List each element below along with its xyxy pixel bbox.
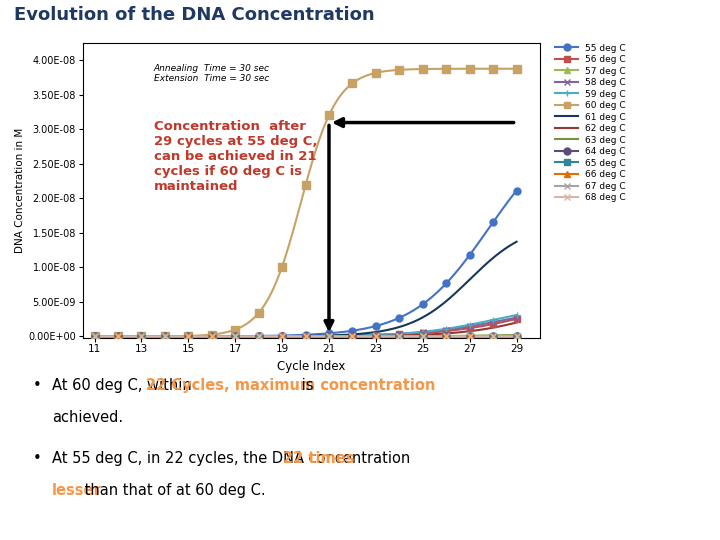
Text: Annealing  Time = 30 sec
Extension  Time = 30 sec: Annealing Time = 30 sec Extension Time =… xyxy=(153,64,270,83)
Legend: 55 deg C, 56 deg C, 57 deg C, 58 deg C, 59 deg C, 60 deg C, 61 deg C, 62 deg C, : 55 deg C, 56 deg C, 57 deg C, 58 deg C, … xyxy=(554,42,628,204)
Text: achieved.: achieved. xyxy=(52,410,123,426)
Text: At 60 deg C, within: At 60 deg C, within xyxy=(52,378,197,393)
Text: than that of at 60 deg C.: than that of at 60 deg C. xyxy=(80,483,266,498)
Text: At 55 deg C, in 22 cycles, the DNA concentration: At 55 deg C, in 22 cycles, the DNA conce… xyxy=(52,451,415,466)
Text: lesser: lesser xyxy=(52,483,102,498)
Text: •: • xyxy=(32,451,41,466)
Text: Evolution of the DNA Concentration: Evolution of the DNA Concentration xyxy=(14,6,375,24)
Text: •: • xyxy=(32,378,41,393)
Y-axis label: DNA Concentration in M: DNA Concentration in M xyxy=(15,128,25,253)
Text: Concentration  after
29 cycles at 55 deg C,
can be achieved in 21
cycles if 60 d: Concentration after 29 cycles at 55 deg … xyxy=(153,120,318,193)
Text: is: is xyxy=(297,378,314,393)
Text: 22 times: 22 times xyxy=(283,451,354,466)
Text: 22 Cycles, maximum concentration: 22 Cycles, maximum concentration xyxy=(146,378,436,393)
X-axis label: Cycle Index: Cycle Index xyxy=(277,360,346,373)
